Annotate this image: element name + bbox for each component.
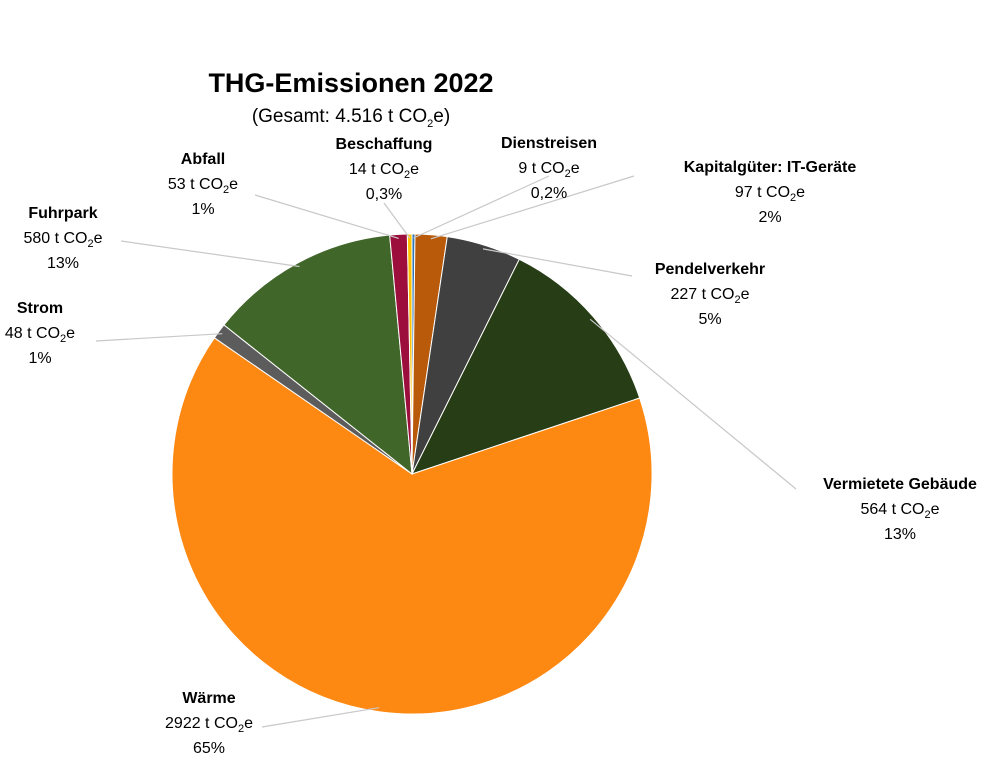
data-labels: Dienstreisen 9 t CO2e 0,2% Kapitalgüter: IT…: [5, 135, 977, 757]
pie-slice-fuhrpark: [223, 234, 413, 476]
label-percent-dienstreisen: 0,2%: [531, 185, 567, 202]
label-name-dienstreisen: Dienstreisen: [501, 135, 597, 152]
leader-lines: [95, 175, 797, 728]
label-percent-beschaffung: 0,3%: [366, 186, 402, 203]
label-percent-fuhrpark: 13%: [47, 255, 79, 272]
chart-subtitle: (Gesamt: 4.516 t CO2e): [252, 106, 450, 130]
label-value-vermietete-gebaeude: 564 t CO2e: [860, 501, 939, 521]
pie-slices: [171, 233, 653, 715]
label-name-strom: Strom: [17, 300, 63, 317]
chart-title: THG-Emissionen 2022: [208, 68, 493, 98]
label-value-beschaffung: 14 t CO2e: [349, 161, 419, 181]
leader-line-waerme: [261, 707, 379, 728]
label-name-pendelverkehr: Pendelverkehr: [655, 261, 765, 278]
label-percent-abfall: 1%: [191, 201, 214, 218]
label-percent-strom: 1%: [28, 350, 51, 367]
label-name-waerme: Wärme: [182, 690, 235, 707]
label-value-dienstreisen: 9 t CO2e: [518, 160, 579, 180]
label-percent-kapitalgueter-it-geraete: 2%: [758, 209, 781, 226]
pie-slice-waerme: [171, 337, 653, 715]
leader-line-dienstreisen: [413, 175, 550, 239]
leader-line-abfall: [254, 194, 399, 239]
label-percent-pendelverkehr: 5%: [698, 311, 721, 328]
label-name-vermietete-gebaeude: Vermietete Gebäude: [823, 476, 977, 493]
leader-line-pendelverkehr: [482, 248, 633, 277]
label-value-abfall: 53 t CO2e: [168, 176, 238, 196]
pie-slice-vermietete-gebaeude: [411, 258, 641, 475]
leader-line-kapitalgueter-it-geraete: [430, 175, 635, 240]
leader-line-beschaffung: [383, 202, 411, 239]
leader-line-vermietete-gebaeude: [589, 318, 797, 490]
label-value-fuhrpark: 580 t CO2e: [23, 230, 102, 250]
label-value-kapitalgueter-it-geraete: 97 t CO2e: [735, 184, 805, 204]
label-name-beschaffung: Beschaffung: [336, 136, 433, 153]
label-value-pendelverkehr: 227 t CO2e: [670, 286, 749, 306]
leader-line-strom: [95, 333, 223, 342]
label-name-abfall: Abfall: [181, 151, 225, 168]
label-percent-waerme: 65%: [193, 740, 225, 757]
label-name-kapitalgueter-it-geraete: Kapitalgüter: IT-Geräte: [684, 159, 857, 176]
label-percent-vermietete-gebaeude: 13%: [884, 526, 916, 543]
leader-line-fuhrpark: [120, 240, 300, 268]
label-name-fuhrpark: Fuhrpark: [28, 205, 97, 222]
label-value-waerme: 2922 t CO2e: [165, 715, 253, 735]
label-value-strom: 48 t CO2e: [5, 325, 75, 345]
